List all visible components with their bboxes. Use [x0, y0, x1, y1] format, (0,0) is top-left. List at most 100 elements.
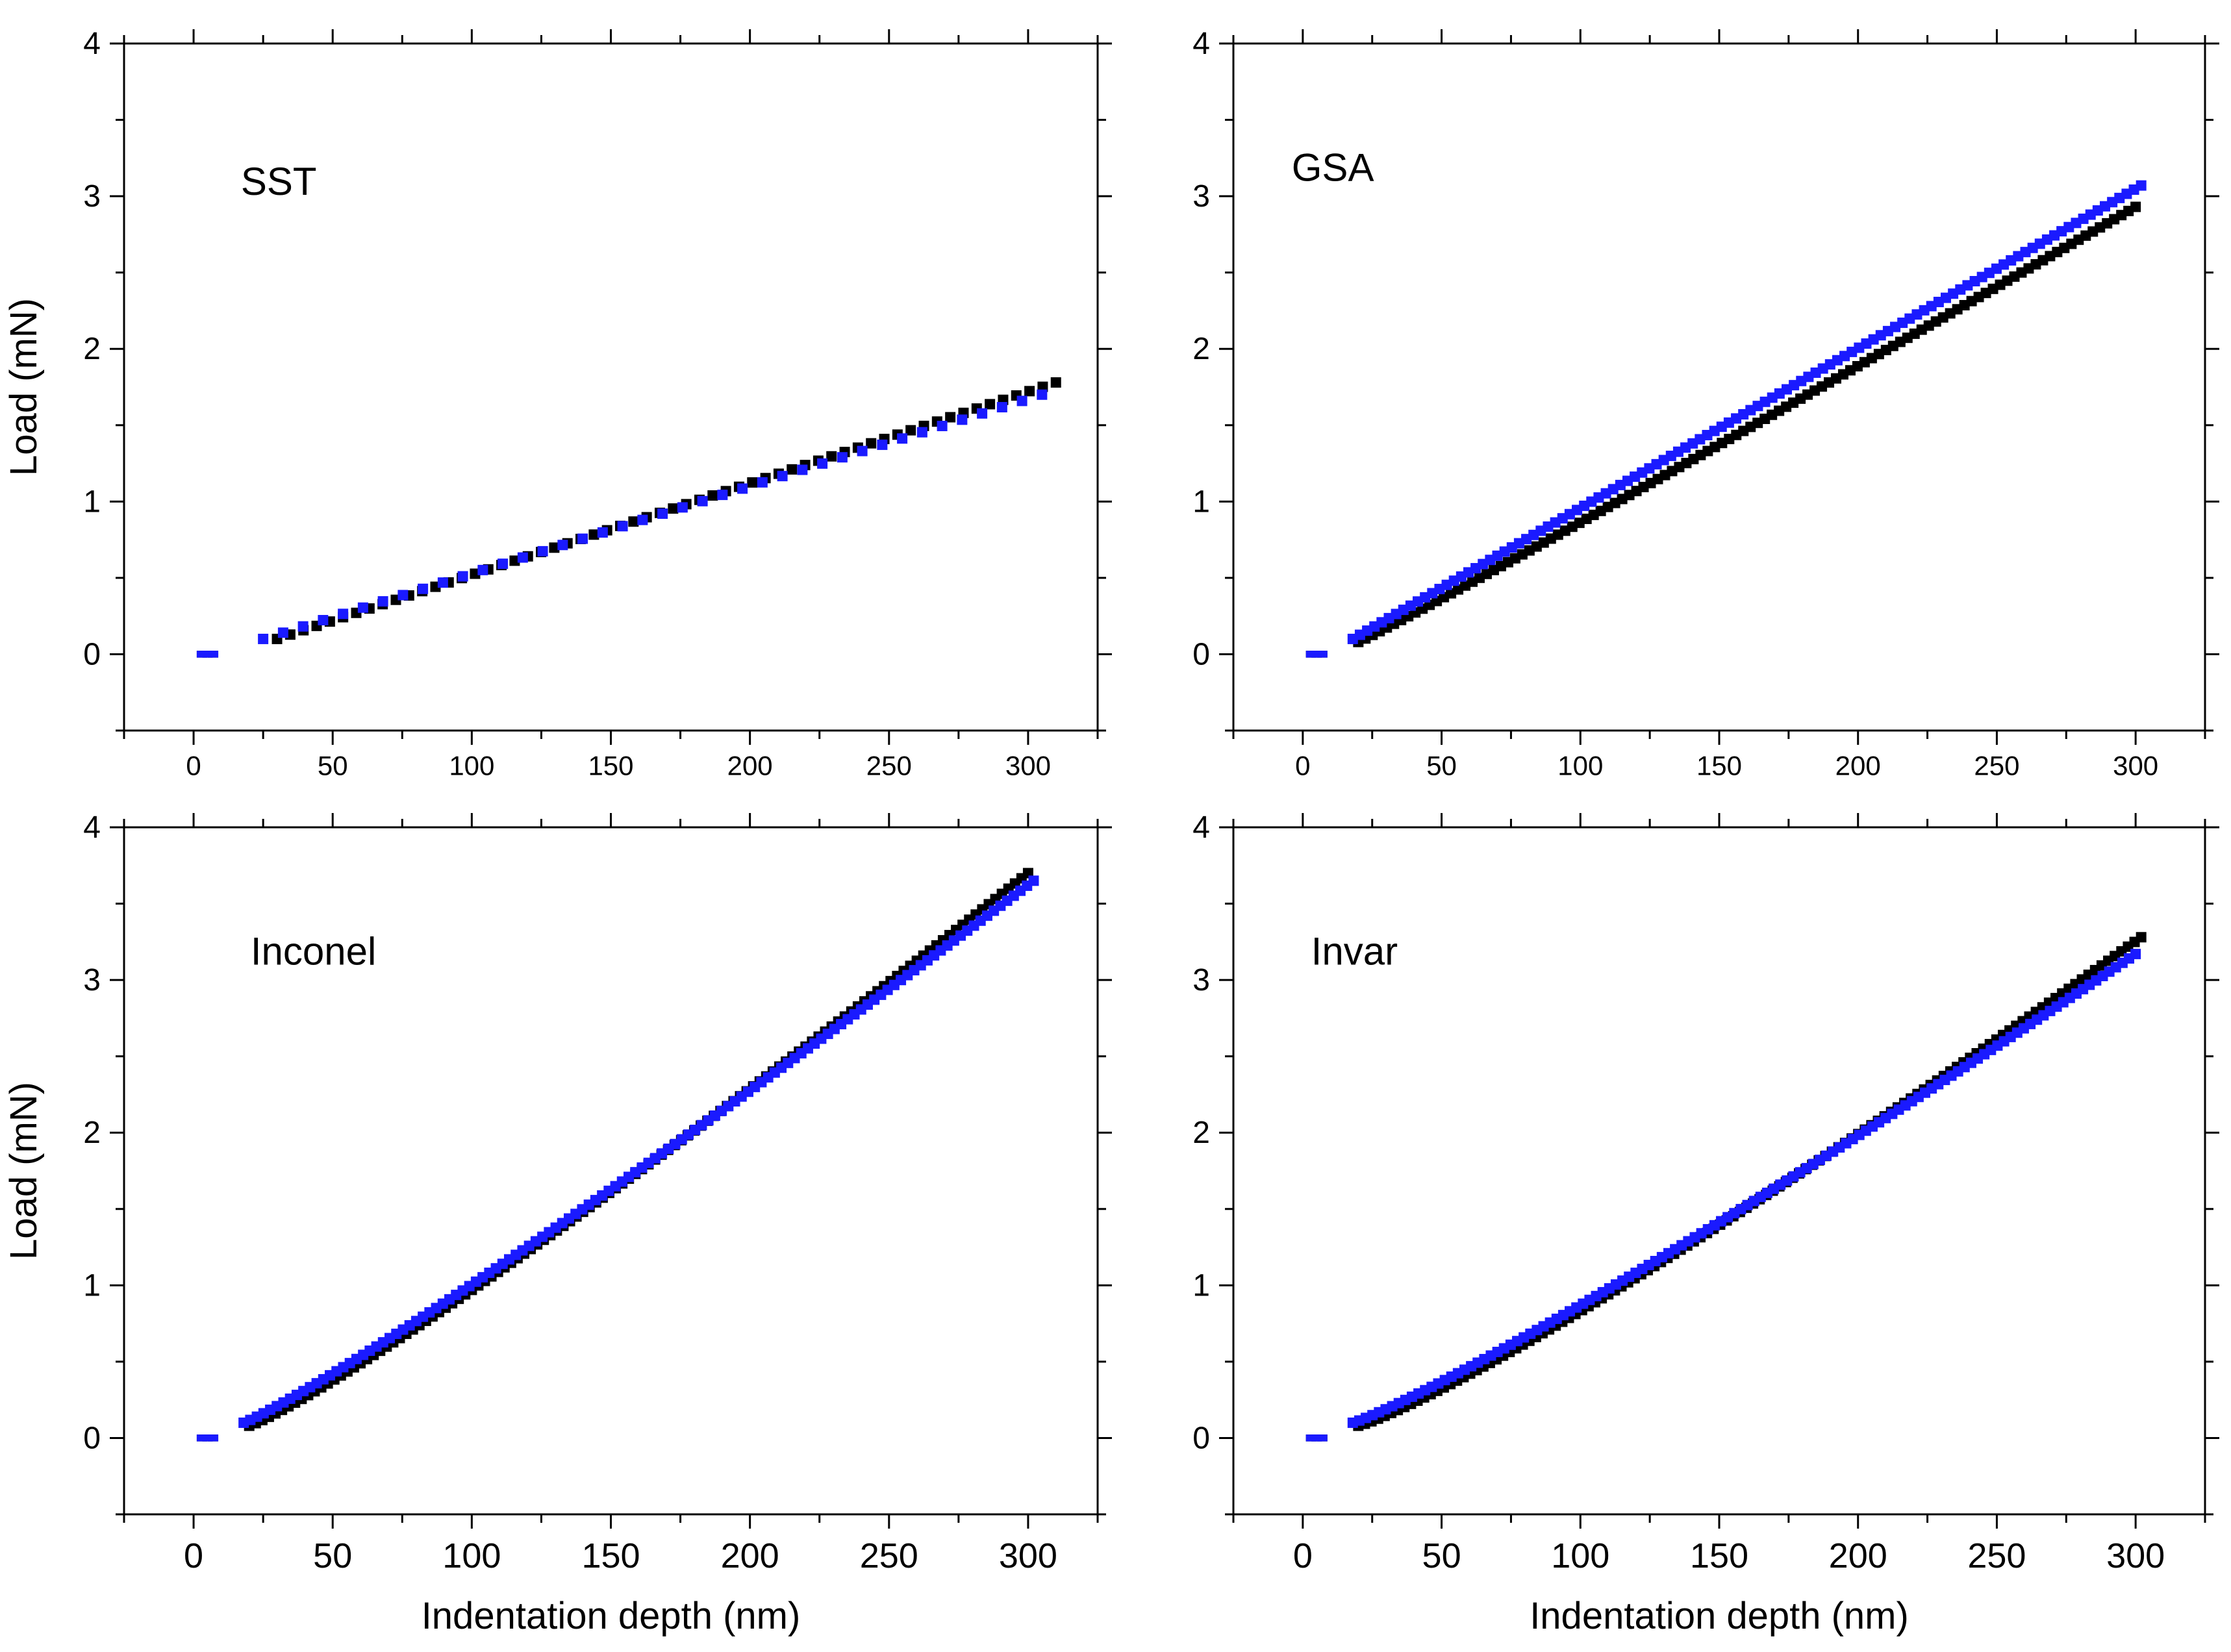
data-point: [208, 651, 219, 658]
x-tick-label: 200: [1835, 750, 1881, 781]
data-point: [277, 627, 288, 638]
data-point: [977, 408, 988, 419]
panel-label: SST: [241, 160, 317, 203]
series-blue: [196, 389, 1048, 658]
x-tick-label: 100: [449, 750, 494, 781]
panel-invar: 0 50 100 150 200 250 300 0 1 2 3 4 Indentation depth…: [1192, 810, 2219, 1637]
data-point: [985, 399, 996, 410]
y-tick-label: 4: [83, 27, 101, 61]
y-tick-label: 2: [83, 332, 101, 366]
panel-inconel: 0 50 100 150 200 250 300 0 1 2 3 4 Load (mN) Indentat…: [3, 810, 1112, 1637]
y-tick-label: 1: [1192, 484, 1210, 519]
data-point: [957, 414, 968, 425]
x-tick-label: 0: [1293, 1536, 1313, 1575]
series-black: [1305, 201, 2141, 658]
data-point: [787, 464, 798, 475]
data-point: [697, 495, 708, 507]
data-point: [916, 427, 927, 438]
data-point: [477, 564, 488, 575]
data-point: [937, 420, 948, 431]
data-point: [717, 490, 728, 501]
x-tick-label: 300: [2113, 750, 2158, 781]
data-point: [338, 608, 349, 620]
data-point: [817, 458, 828, 469]
x-tick-label: 150: [1696, 750, 1742, 781]
x-tick-label: 200: [1829, 1536, 1887, 1575]
data-point: [737, 483, 748, 494]
x-tick-label: 150: [581, 1536, 640, 1575]
data-point: [258, 633, 269, 644]
data-point: [1311, 651, 1322, 658]
x-tick-label: 0: [184, 1536, 203, 1575]
series-blue: [1305, 180, 2147, 658]
y-tick-label: 1: [1192, 1268, 1210, 1303]
data-point: [707, 490, 718, 501]
data-point: [1037, 389, 1048, 400]
data-point: [628, 516, 639, 527]
data-point: [1050, 377, 1061, 388]
x-tick-label: 250: [1974, 750, 2019, 781]
panel-gsa: 0 50 100 150 200 250 300 0 1 2 3 4 GSA: [1192, 27, 2219, 781]
x-tick-label: 300: [1005, 750, 1051, 781]
data-point: [866, 438, 877, 449]
x-tick-label: 50: [318, 750, 348, 781]
y-tick-label: 0: [83, 1421, 101, 1455]
data-point: [2130, 949, 2141, 960]
x-tick-label: 250: [860, 1536, 918, 1575]
y-tick-label: 2: [1192, 1116, 1210, 1150]
data-point: [498, 558, 509, 569]
data-point: [945, 412, 956, 423]
data-point: [597, 527, 608, 538]
y-tick-label: 1: [83, 1268, 101, 1303]
y-tick-label: 4: [83, 810, 101, 845]
series-blue: [1305, 949, 2141, 1442]
data-point: [418, 583, 429, 594]
data-point: [549, 542, 560, 553]
y-tick-label: 3: [1192, 963, 1210, 997]
data-point: [1305, 651, 1317, 658]
x-tick-label: 100: [1551, 1536, 1609, 1575]
x-tick-label: 300: [2106, 1536, 2165, 1575]
data-point: [1305, 1434, 1317, 1442]
x-tick-label: 50: [1422, 1536, 1461, 1575]
data-point: [457, 571, 468, 582]
data-point: [537, 545, 548, 557]
data-point: [196, 651, 207, 658]
x-tick-label: 50: [313, 1536, 352, 1575]
data-point: [1028, 875, 1039, 886]
data-point: [677, 502, 688, 513]
y-tick-label: 0: [1192, 1421, 1210, 1455]
data-point: [377, 596, 388, 607]
panel-label: Inconel: [251, 930, 376, 973]
x-tick-label: 250: [866, 750, 912, 781]
x-axis-title: Indentation depth (nm): [422, 1595, 801, 1637]
data-point: [657, 508, 668, 519]
x-tick-label: 200: [721, 1536, 779, 1575]
panel-sst: 0 50 100 150 200 250 300 0 1 2 3 4 Load (mN) SST: [3, 27, 1112, 781]
data-point: [897, 433, 908, 444]
y-tick-label: 3: [83, 179, 101, 214]
x-tick-label: 300: [999, 1536, 1057, 1575]
data-point: [202, 1434, 213, 1442]
y-tick-label: 3: [83, 963, 101, 997]
data-point: [857, 445, 868, 457]
panel-label: GSA: [1292, 146, 1374, 190]
x-tick-label: 250: [1967, 1536, 2026, 1575]
y-tick-label: 4: [1192, 810, 1210, 845]
y-axis-title: Load (mN): [3, 298, 45, 476]
data-point: [509, 555, 520, 566]
data-point: [318, 614, 329, 625]
y-tick-label: 0: [83, 637, 101, 671]
y-tick-label: 1: [83, 484, 101, 519]
data-point: [797, 464, 808, 475]
data-point: [1317, 1434, 1328, 1442]
data-point: [196, 1434, 207, 1442]
data-point: [617, 521, 628, 532]
data-point: [826, 451, 837, 462]
x-tick-label: 0: [1295, 750, 1310, 781]
x-tick-label: 150: [1690, 1536, 1748, 1575]
data-point: [877, 439, 888, 450]
data-point: [777, 471, 788, 482]
data-point: [837, 452, 848, 463]
